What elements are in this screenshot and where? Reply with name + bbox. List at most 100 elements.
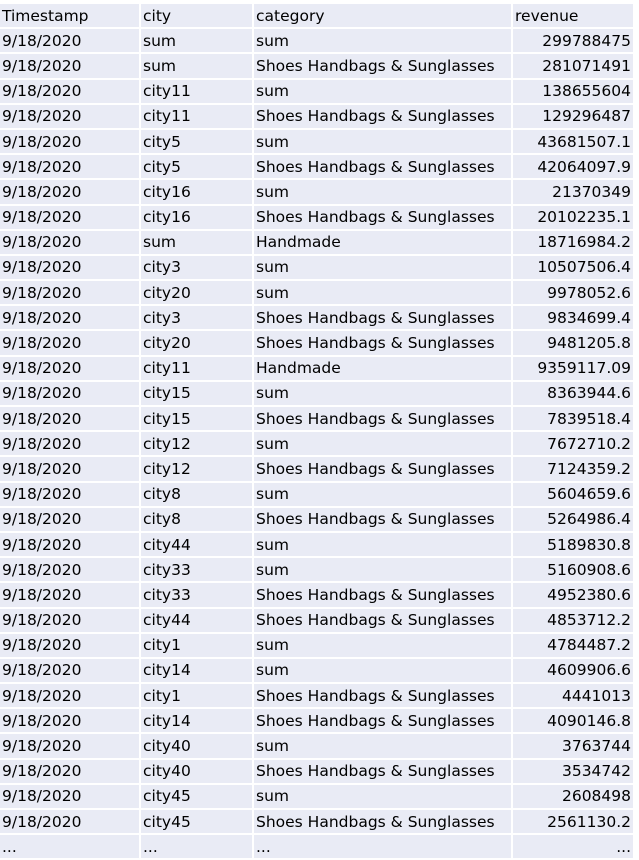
cell-city: city3 [141,306,252,332]
table-row: 9/18/2020 city8 sum 5604659.6 [0,482,633,508]
cell-city: city5 [141,155,252,181]
cell-city: city11 [141,104,252,130]
cell-category: sum [254,281,511,307]
cell-revenue: 5160908.6 [513,558,633,584]
cell-city: city40 [141,759,252,785]
cell-city: city45 [141,784,252,810]
cell-city: city44 [141,608,252,634]
cell-category: Shoes Handbags & Sunglasses [254,608,511,634]
table-row: 9/18/2020 city44 Shoes Handbags & Sunglass… [0,608,633,634]
cell-revenue: 5264986.4 [513,507,633,533]
header-row: Timestamp city category revenue [0,4,633,30]
cell-revenue: 138655604 [513,79,633,105]
cell-revenue: 21370349 [513,180,633,206]
cell-timestamp: 9/18/2020 [0,507,139,533]
cell-timestamp: 9/18/2020 [0,709,139,735]
cell-category: sum [254,784,511,810]
cell-timestamp: 9/18/2020 [0,583,139,609]
cell-category: Shoes Handbags & Sunglasses [254,407,511,433]
cell-city: city40 [141,734,252,760]
cell-city: sum [141,230,252,256]
cell-timestamp: 9/18/2020 [0,407,139,433]
cell-revenue: 3763744 [513,734,633,760]
cell-timestamp: 9/18/2020 [0,684,139,710]
cell-revenue: 4952380.6 [513,583,633,609]
cell-timestamp: 9/18/2020 [0,29,139,55]
table-row: 9/18/2020 city33 Shoes Handbags & Sunglass… [0,583,633,609]
cell-revenue: 43681507.1 [513,129,633,156]
cell-category: sum [254,658,511,685]
cell-city: city11 [141,356,252,382]
cell-category: sum [254,532,511,559]
table-row: 9/18/2020 city1 sum 4784487.2 [0,633,633,659]
cell-category: Shoes Handbags & Sunglasses [254,583,511,609]
table-row: 9/18/2020 city16 sum 21370349 [0,180,633,206]
cell-timestamp: 9/18/2020 [0,205,139,231]
cell-timestamp: 9/18/2020 [0,155,139,181]
cell-timestamp: 9/18/2020 [0,331,139,357]
table-row: 9/18/2020 city33 sum 5160908.6 [0,558,633,584]
table-row: 9/18/2020 city8 Shoes Handbags & Sunglasse… [0,507,633,533]
cell-city: city1 [141,633,252,659]
cell-city: city15 [141,381,252,407]
cell-category: sum [254,255,511,282]
cell-category: sum [254,432,511,458]
cell-timestamp: 9/18/2020 [0,658,139,685]
cell-category: sum [254,180,511,206]
cell-category: sum [254,633,511,659]
cell-city: city45 [141,810,252,836]
cell-category: Shoes Handbags & Sunglasses [254,810,511,836]
cell-category: sum [254,29,511,55]
cell-category: Shoes Handbags & Sunglasses [254,457,511,483]
table-row: 9/18/2020 city40 Shoes Handbags & Sunglass… [0,759,633,785]
table-row: 9/18/2020 city5 Shoes Handbags & Sunglasse… [0,155,633,181]
revenue-table: Timestamp city category revenue 9/18/202… [0,4,635,860]
cell-city: city11 [141,79,252,105]
cell-timestamp: 9/18/2020 [0,784,139,810]
cell-timestamp: 9/18/2020 [0,482,139,508]
table-row: 9/18/2020 city20 Shoes Handbags & Sunglass… [0,331,633,357]
cell-revenue: 20102235.1 [513,205,633,231]
cell-revenue: 7839518.4 [513,407,633,433]
cell-city: city15 [141,407,252,433]
cell-timestamp: 9/18/2020 [0,432,139,458]
cell-revenue: 281071491 [513,54,633,80]
cell-revenue: 7672710.2 [513,432,633,458]
cell-city: sum [141,29,252,55]
cell-timestamp: 9/18/2020 [0,381,139,407]
cell-timestamp: 9/18/2020 [0,810,139,836]
cell-timestamp: 9/18/2020 [0,255,139,282]
cell-revenue: 9978052.6 [513,281,633,307]
cell-revenue: 2608498 [513,784,633,810]
cell-timestamp: 9/18/2020 [0,180,139,206]
cell-timestamp: 9/18/2020 [0,558,139,584]
cell-revenue: 4609906.6 [513,658,633,685]
cell-revenue: 4853712.2 [513,608,633,634]
cell-revenue: 5189830.8 [513,532,633,559]
cell-revenue: 42064097.9 [513,155,633,181]
cell-category: sum [254,129,511,156]
cell-revenue: ... [513,835,633,860]
cell-city: city16 [141,180,252,206]
table-row: 9/18/2020 city45 sum 2608498 [0,784,633,810]
cell-revenue: 9359117.09 [513,356,633,382]
cell-revenue: 2561130.2 [513,810,633,836]
cell-city: ... [141,835,252,860]
cell-revenue: 9481205.8 [513,331,633,357]
cell-revenue: 129296487 [513,104,633,130]
cell-city: city16 [141,205,252,231]
header-timestamp: Timestamp [0,4,139,30]
cell-category: Shoes Handbags & Sunglasses [254,155,511,181]
table-body: 9/18/2020 sum sum 299788475 9/18/2020 sum Shoe… [0,29,633,860]
cell-timestamp: 9/18/2020 [0,281,139,307]
table-row: 9/18/2020 city40 sum 3763744 [0,734,633,760]
cell-timestamp: 9/18/2020 [0,104,139,130]
cell-category: sum [254,734,511,760]
cell-city: city1 [141,684,252,710]
cell-category: Shoes Handbags & Sunglasses [254,54,511,80]
cell-timestamp: 9/18/2020 [0,532,139,559]
cell-timestamp: 9/18/2020 [0,608,139,634]
cell-timestamp: 9/18/2020 [0,633,139,659]
cell-timestamp: 9/18/2020 [0,356,139,382]
cell-category: sum [254,482,511,508]
